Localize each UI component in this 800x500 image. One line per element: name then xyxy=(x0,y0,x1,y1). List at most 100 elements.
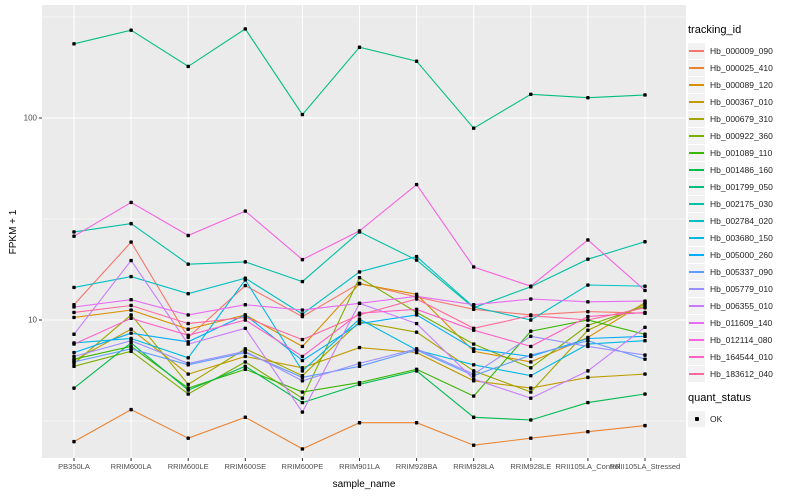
data-point-marker xyxy=(529,373,533,378)
data-point-marker xyxy=(529,396,533,400)
legend-item-label: Hb_000922_360 xyxy=(710,130,773,141)
data-point-marker xyxy=(129,313,133,317)
data-point-marker xyxy=(643,325,647,330)
data-point-marker xyxy=(414,369,419,373)
data-point-marker xyxy=(72,342,76,346)
legend-item-label: Hb_001089_110 xyxy=(710,147,773,158)
legend: tracking_id Hb_000009_090 Hb_000025_410 Hb… xyxy=(688,24,798,427)
legend-line-icon xyxy=(689,83,704,86)
legend-item-Hb_001799_050: Hb_001799_050 xyxy=(688,178,798,195)
data-point-marker xyxy=(414,59,419,63)
legend-item-Hb_001089_110: Hb_001089_110 xyxy=(688,144,798,161)
data-point-marker xyxy=(586,323,590,328)
data-point-marker xyxy=(129,308,133,312)
data-point-marker xyxy=(243,364,247,368)
legend-line-icon xyxy=(689,134,704,137)
legend-item-label: Hb_000367_010 xyxy=(710,96,773,107)
data-point-marker xyxy=(529,329,533,333)
legend-item-Hb_000009_090: Hb_000009_090 xyxy=(688,42,798,59)
legend-key-swatch xyxy=(688,76,705,93)
data-point-marker xyxy=(129,303,133,308)
data-point-marker xyxy=(243,360,247,364)
data-point-marker xyxy=(243,367,247,372)
data-point-marker xyxy=(300,354,305,359)
data-point-marker xyxy=(72,315,76,320)
data-point-marker xyxy=(357,382,362,387)
legend-line-icon xyxy=(689,236,704,239)
data-point-marker xyxy=(586,96,590,100)
legend-line-icon xyxy=(689,100,704,103)
data-point-marker xyxy=(129,258,133,263)
data-point-marker xyxy=(472,394,476,398)
data-point-marker xyxy=(357,270,362,274)
data-point-marker xyxy=(72,360,76,364)
data-point-marker xyxy=(643,93,647,97)
data-point-marker xyxy=(72,386,76,390)
data-point-marker xyxy=(357,229,362,233)
legend-line-icon xyxy=(689,338,704,341)
data-point-marker xyxy=(529,297,533,301)
legend-quant-status-items: OK xyxy=(688,410,798,427)
legend-tracking-id-items: Hb_000009_090 Hb_000025_410 Hb_000089_120 H… xyxy=(688,42,798,382)
data-point-marker xyxy=(186,361,190,366)
legend-item-Hb_001486_160: Hb_001486_160 xyxy=(688,161,798,178)
data-point-marker xyxy=(643,423,647,428)
legend-line-icon xyxy=(689,321,704,324)
legend-item-Hb_000025_410: Hb_000025_410 xyxy=(688,59,798,76)
data-point-marker xyxy=(300,396,305,400)
x-tick-label-RRIM901LA: RRIM901LA xyxy=(339,462,380,471)
legend-line-icon xyxy=(689,202,704,205)
x-tick-label-RRIM600SE: RRIM600SE xyxy=(224,462,267,471)
data-point-marker xyxy=(586,318,590,322)
legend-item-label: Hb_001486_160 xyxy=(710,164,773,175)
x-tick-label-RRIM600PE: RRIM600PE xyxy=(281,462,324,471)
data-point-marker xyxy=(129,338,133,343)
data-point-marker xyxy=(186,321,190,326)
data-point-marker xyxy=(529,418,533,422)
legend-item-Hb_002175_030: Hb_002175_030 xyxy=(688,195,798,212)
data-point-marker xyxy=(586,375,590,380)
legend-key-swatch xyxy=(688,246,705,263)
legend-item-label: Hb_005000_260 xyxy=(710,249,773,260)
legend-item-label: Hb_002175_030 xyxy=(710,198,773,209)
x-tick-label-RRIM600LA: RRIM600LA xyxy=(110,462,152,471)
legend-item-label: Hb_005337_090 xyxy=(710,266,773,277)
data-point-marker xyxy=(529,366,533,370)
legend-item-label: Hb_183612_040 xyxy=(710,368,773,379)
data-point-marker xyxy=(243,326,247,330)
legend-key-swatch xyxy=(688,144,705,161)
legend-key-swatch xyxy=(688,178,705,195)
data-point-marker xyxy=(357,275,362,280)
legend-key-swatch xyxy=(688,365,705,382)
x-tick-label-RRIM928LE: RRIM928LE xyxy=(510,462,552,471)
data-point-marker xyxy=(643,338,647,343)
data-point-marker xyxy=(586,369,590,373)
data-point-marker xyxy=(529,344,533,349)
data-point-marker xyxy=(186,388,190,392)
data-point-marker xyxy=(357,301,362,305)
data-point-marker xyxy=(243,349,247,353)
data-point-marker xyxy=(186,233,190,238)
legend-item-label: Hb_011609_140 xyxy=(710,317,773,328)
data-point-marker xyxy=(643,353,647,357)
data-point-marker xyxy=(357,282,362,286)
data-point-marker xyxy=(72,350,76,355)
data-point-marker xyxy=(72,234,76,238)
x-tick-label-RRIM600LE: RRIM600LE xyxy=(167,462,209,471)
data-point-marker xyxy=(414,182,419,187)
data-point-marker xyxy=(472,443,476,447)
legend-line-icon xyxy=(689,219,704,222)
legend-tracking-id-title: tracking_id xyxy=(688,24,742,36)
data-point-marker xyxy=(643,372,647,376)
data-point-marker xyxy=(129,221,133,226)
legend-key-swatch xyxy=(688,314,705,331)
legend-item-Hb_005337_090: Hb_005337_090 xyxy=(688,263,798,280)
legend-item-label: Hb_001799_050 xyxy=(710,181,773,192)
legend-line-icon xyxy=(689,253,704,256)
data-point-marker xyxy=(586,238,590,242)
legend-item-Hb_000679_310: Hb_000679_310 xyxy=(688,110,798,127)
legend-key-swatch xyxy=(688,212,705,229)
data-point-marker xyxy=(186,327,190,331)
data-point-marker xyxy=(472,347,476,351)
